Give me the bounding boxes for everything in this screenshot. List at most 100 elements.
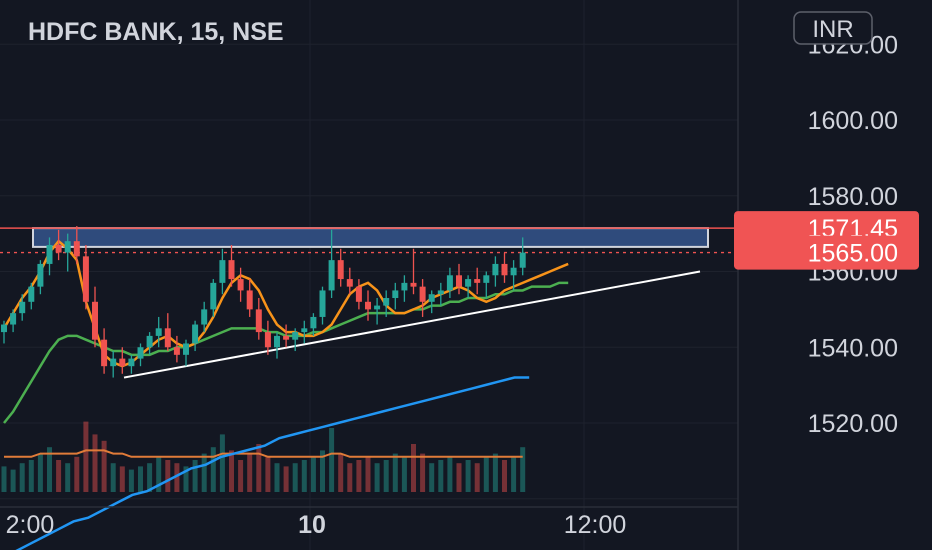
volume-bar — [456, 463, 462, 492]
volume-bar — [329, 428, 335, 492]
y-axis-tick-label[interactable]: 1540.00 — [808, 334, 898, 362]
volume-bar — [128, 469, 134, 492]
candle-body — [101, 339, 108, 367]
candle-body — [465, 279, 472, 287]
candle-body — [10, 313, 17, 325]
x-axis-tick-label[interactable]: 10 — [298, 511, 326, 539]
volume-bar — [365, 456, 371, 492]
trendline — [123, 270, 701, 379]
volume-bar — [210, 447, 216, 492]
candle-body — [337, 260, 344, 280]
volume-bar — [74, 456, 80, 492]
volume-bar — [511, 456, 517, 492]
candle-body — [410, 282, 417, 287]
volume-bar — [502, 460, 507, 492]
candle-body — [510, 267, 517, 276]
candle-body — [92, 301, 98, 340]
x-axis-labels[interactable]: 2:00 10 12:00 — [6, 511, 627, 539]
candle-body — [173, 347, 180, 355]
volume-bar — [383, 460, 389, 492]
volume-bar — [47, 447, 52, 492]
y-axis-labels[interactable]: 1620.001600.001580.001560.001540.001520.… — [808, 31, 898, 438]
candle-body — [346, 279, 353, 287]
volume-bar — [174, 463, 180, 492]
candle-body — [392, 290, 399, 299]
candle-body — [328, 260, 335, 291]
candle-body — [183, 343, 189, 355]
candle-body — [492, 263, 499, 276]
volume-bar — [338, 453, 344, 492]
x-axis-tick-label[interactable]: 2:00 — [6, 511, 55, 539]
volume-bar — [474, 463, 480, 492]
candle-body — [28, 286, 35, 302]
candle-body — [219, 260, 226, 283]
volume-bar — [92, 434, 98, 492]
volume-bar — [465, 460, 471, 492]
candle-body — [246, 290, 253, 310]
volume-bar — [301, 460, 307, 492]
volume-bar — [310, 456, 316, 492]
candle-body — [228, 260, 235, 280]
candle-body — [19, 301, 26, 314]
volume-bar — [19, 463, 25, 492]
candle-body — [64, 241, 71, 253]
volume-bar — [138, 466, 143, 492]
volume-bar — [356, 460, 362, 492]
candle-body — [255, 309, 262, 333]
volume-bar — [65, 463, 71, 492]
candle-body — [73, 241, 80, 257]
volume-bar — [292, 463, 298, 492]
volume-bar — [238, 460, 244, 492]
volume-bar — [283, 466, 289, 492]
volume-bar — [183, 466, 189, 492]
volume-bar — [192, 460, 198, 492]
candle-body — [401, 282, 408, 291]
resistance-zone — [0, 227, 738, 254]
currency-button-frame[interactable] — [793, 11, 873, 45]
currency-button[interactable]: INR — [793, 11, 873, 45]
x-axis-tick-label[interactable]: 12:00 — [564, 511, 627, 539]
price-tag-background — [734, 235, 919, 270]
volume-bar — [119, 466, 125, 492]
volume-bars — [1, 421, 526, 492]
volume-bar — [83, 421, 89, 492]
candle-body — [192, 324, 199, 344]
volume-bar — [229, 450, 234, 492]
candle-body — [1, 324, 7, 333]
y-axis-tick-label[interactable]: 1600.00 — [808, 107, 898, 135]
currency-label[interactable]: INR — [812, 16, 853, 43]
candle-body — [55, 244, 62, 253]
volume-bar — [147, 463, 153, 492]
candle-body — [210, 282, 217, 310]
volume-bar — [401, 456, 407, 492]
y-axis-tick-label[interactable]: 1520.00 — [808, 410, 898, 438]
volume-bar — [429, 463, 435, 492]
volume-bar — [483, 456, 489, 492]
axis-separators — [0, 0, 739, 550]
volume-bar — [265, 456, 271, 492]
resistance-zone-box — [32, 227, 709, 248]
candle-body — [474, 279, 481, 283]
candle-body — [164, 328, 171, 348]
candle-body — [365, 301, 371, 310]
candle-body — [128, 358, 135, 367]
candle-body — [437, 290, 444, 295]
volume-bar — [420, 453, 426, 492]
candle-body — [237, 279, 244, 291]
volume-bar — [101, 440, 107, 492]
volume-bar — [447, 456, 453, 492]
symbol-title: HDFC BANK, 15, NSE — [28, 18, 284, 46]
candle-body — [374, 305, 381, 310]
volume-bar — [10, 469, 16, 492]
candle-body — [383, 298, 390, 306]
candle-body — [283, 335, 290, 340]
volume-bar — [165, 460, 171, 492]
candle-body — [483, 275, 490, 283]
y-axis-tick-label[interactable]: 1580.00 — [808, 183, 898, 211]
volume-bar — [28, 460, 34, 492]
volume-bar — [247, 453, 253, 492]
